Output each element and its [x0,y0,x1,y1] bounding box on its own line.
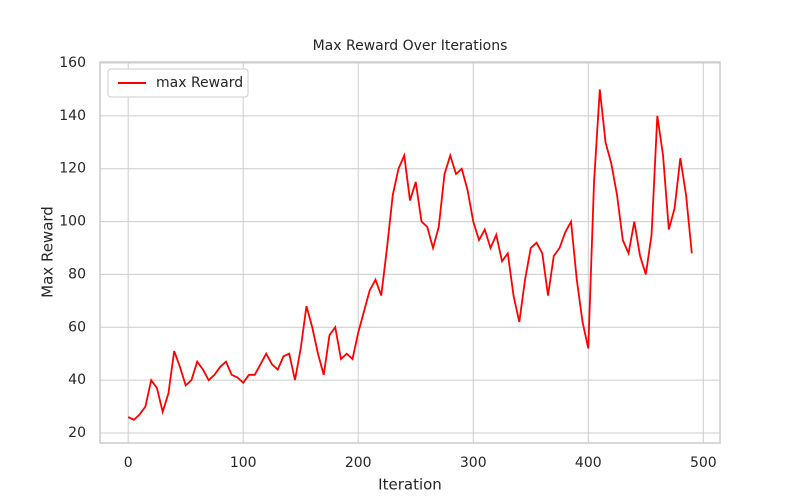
data-line [127,89,693,421]
y-axis-label: Max Reward [39,206,57,298]
y-tick-label: 80 [68,266,86,282]
y-tick-label: 20 [68,425,86,441]
y-tick-label: 60 [68,319,86,335]
x-tick-label: 300 [460,455,487,471]
legend-label: max Reward [156,75,243,91]
legend-box [107,68,249,98]
x-tick-label: 400 [575,455,602,471]
x-tick-label: 100 [230,455,257,471]
x-tick-label: 500 [690,455,717,471]
y-tick-label: 160 [59,55,86,71]
y-tick-label: 40 [68,372,86,388]
chart-title: Max Reward Over Iterations [313,38,508,54]
x-tick-label: 200 [345,455,372,471]
y-tick-label: 100 [59,214,86,230]
plot-frame [99,61,721,444]
x-tick-label: 0 [124,455,133,471]
y-tick-label: 140 [59,108,86,124]
y-tick-label: 120 [59,161,86,177]
x-axis-label: Iteration [378,476,442,494]
